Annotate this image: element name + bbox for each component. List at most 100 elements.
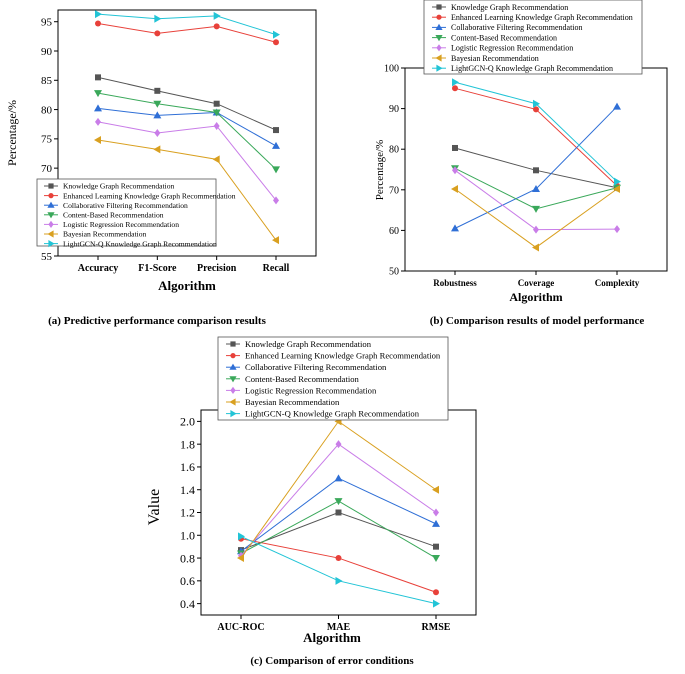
x-axis-label-c: Algorithm — [303, 630, 361, 645]
series-c-4 — [237, 498, 440, 563]
data-point — [212, 109, 221, 117]
legend-entry: Knowledge Graph Recommendation — [226, 339, 372, 349]
y-tick-label: 1.8 — [180, 437, 195, 451]
series-c-7 — [238, 532, 440, 608]
y-tick-label: 60 — [389, 226, 399, 237]
x-tick-label: Robustness — [433, 278, 477, 288]
legend-label: LightGCN-Q Knowledge Graph Recommendatio… — [451, 64, 613, 73]
x-tick-label: Recall — [263, 263, 290, 274]
y-tick-label: 95 — [41, 17, 53, 29]
x-axis-label-a: Algorithm — [158, 278, 216, 293]
data-point — [433, 508, 439, 517]
legend-entry: Bayesian Recommendation — [432, 54, 539, 63]
data-point — [452, 166, 458, 175]
legend-entry: Bayesian Recommendation — [226, 397, 340, 407]
data-point — [273, 30, 280, 39]
data-point — [613, 184, 620, 193]
data-point — [238, 532, 245, 541]
series-a-5 — [95, 117, 279, 205]
legend-marker — [47, 201, 55, 208]
x-ticks-a: Accuracy F1-Score Precision Recall — [78, 256, 290, 274]
plot-area-a — [57, 9, 317, 257]
caption-c: (c) Comparison of error conditions — [250, 655, 414, 667]
legend-marker — [435, 54, 442, 62]
legend-label: Enhanced Learning Knowledge Graph Recomm… — [245, 351, 441, 361]
y-axis-label-c: Value — [146, 489, 163, 525]
data-point — [533, 106, 539, 113]
chart-c: 0.4 0.6 0.8 1.0 1.2 1.4 1.6 1.8 2.0 AUC-ROC MAE RM… — [146, 336, 477, 667]
series-line — [97, 121, 277, 201]
legend-marker — [48, 183, 54, 189]
legend-entry: Logistic Regression Recommendation — [44, 220, 179, 229]
data-point — [452, 85, 458, 92]
data-point — [452, 78, 459, 87]
y-tick-label: 50 — [389, 267, 399, 278]
legend-label: Collaborative Filtering Recommendation — [451, 23, 583, 32]
legend-entry: Content-Based Recommendation — [226, 374, 360, 384]
data-point — [432, 485, 439, 494]
legend-marker — [436, 44, 442, 52]
legend-marker — [47, 212, 55, 219]
y-tick-label: 90 — [389, 104, 399, 115]
legend-marker — [230, 410, 237, 418]
series-line — [97, 92, 277, 170]
legend-label: Knowledge Graph Recommendation — [63, 182, 175, 191]
legend-entry: Collaborative Filtering Recommendation — [432, 23, 583, 32]
data-point — [335, 555, 342, 562]
data-point — [213, 100, 220, 107]
data-point — [213, 23, 220, 30]
data-point — [95, 74, 101, 81]
data-point — [272, 166, 280, 174]
y-axis-label-a: Percentage/% — [5, 100, 19, 166]
legend-label: Bayesian Recommendation — [245, 397, 340, 407]
legend-entry: Knowledge Graph Recommendation — [44, 182, 175, 191]
data-point — [153, 111, 162, 119]
data-point — [451, 224, 459, 232]
data-point — [273, 196, 279, 205]
legend-label: Content-Based Recommendation — [63, 210, 164, 219]
legend-label: Enhanced Learning Knowledge Graph Recomm… — [451, 13, 633, 22]
data-point — [433, 599, 440, 608]
data-point — [532, 184, 540, 192]
legend-box-a — [36, 178, 217, 247]
data-point — [153, 100, 162, 108]
legend-marker — [229, 398, 236, 406]
legend-box-b — [423, 0, 643, 75]
legend-c: Knowledge Graph Recommendation Enhanced L… — [217, 336, 449, 421]
series-lines-a — [94, 10, 280, 245]
x-ticks-c: AUC-ROC MAE RMSE — [217, 615, 451, 633]
data-point — [94, 104, 102, 112]
legend-entry: LightGCN-Q Knowledge Graph Recommendatio… — [44, 239, 217, 248]
caption-b: (b) Comparison results of model performa… — [430, 315, 645, 327]
data-point — [533, 225, 539, 234]
data-point — [237, 554, 244, 563]
data-point — [614, 225, 620, 234]
data-point — [613, 102, 621, 110]
y-tick-label: 80 — [41, 104, 53, 116]
x-tick-label: Precision — [197, 263, 237, 274]
data-point — [154, 87, 161, 94]
y-tick-label: 1.2 — [180, 506, 195, 520]
y-ticks-c: 0.4 0.6 0.8 1.0 1.2 1.4 1.6 1.8 2.0 — [180, 415, 201, 611]
data-point — [213, 11, 221, 20]
y-tick-label: 90 — [41, 46, 53, 58]
y-ticks-b: 50 60 70 80 90 100 — [384, 64, 405, 278]
data-point — [154, 14, 162, 23]
series-line — [97, 13, 277, 36]
data-point — [432, 519, 440, 527]
series-a-2 — [95, 20, 279, 46]
data-point — [432, 555, 440, 563]
series-line — [97, 76, 277, 131]
series-c-2 — [238, 535, 439, 596]
series-lines-c — [237, 417, 440, 608]
series-line — [240, 535, 437, 605]
legend-entry: Enhanced Learning Knowledge Graph Recomm… — [44, 191, 236, 200]
series-line — [97, 107, 277, 147]
data-point — [335, 440, 342, 449]
legend-label: Collaborative Filtering Recommendation — [245, 362, 387, 372]
legend-marker — [48, 240, 55, 248]
legend-label: Content-Based Recommendation — [245, 374, 360, 384]
chart-a: 556065707580859095 AccuracyF1-ScorePreci… — [5, 9, 317, 327]
legend-label: Content-Based Recommendation — [451, 33, 557, 42]
legend-marker — [436, 64, 443, 72]
